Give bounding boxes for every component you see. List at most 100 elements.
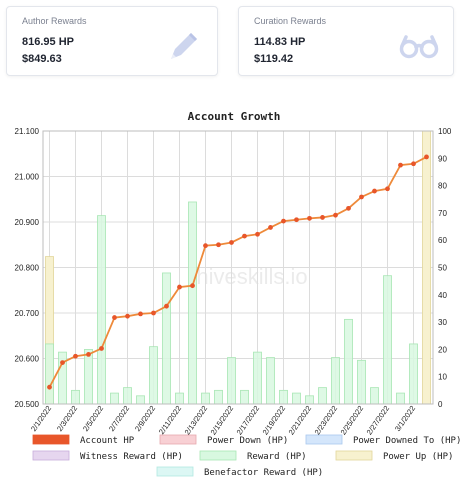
y-left-tick-label: 20.900 — [15, 218, 40, 227]
reward-bar — [136, 395, 145, 405]
reward-bar — [84, 348, 93, 405]
reward-bar — [214, 389, 223, 405]
account-hp-point — [73, 353, 78, 359]
reward-bar — [162, 272, 171, 405]
reward-bar — [188, 201, 197, 405]
chart-title: Account Growth — [188, 110, 281, 123]
curation-rewards-hp: 114.83 HP — [254, 36, 306, 48]
reward-bar — [266, 357, 275, 405]
legend-swatch — [335, 450, 373, 461]
chart-grid — [43, 130, 433, 405]
account-hp-point — [372, 188, 377, 194]
account-hp-point — [138, 311, 143, 317]
x-tick-label: 2/7/2022 — [107, 404, 131, 433]
y-left-tick-label: 20.600 — [15, 355, 40, 364]
author-rewards-card: Author Rewards 816.95 HP $849.63 — [6, 6, 218, 76]
account-growth-chart: Account Growth hiveskills.io 20.500 20.60… — [15, 110, 460, 478]
account-hp-point — [242, 233, 247, 239]
account-hp-point — [281, 218, 286, 224]
reward-bar — [279, 389, 288, 405]
reward-bar — [201, 392, 210, 405]
y-right-tick-label: 0 — [438, 400, 443, 409]
x-tick-label: 2/23/2022 — [313, 404, 340, 437]
legend-swatch — [32, 450, 70, 461]
account-hp-point — [268, 225, 273, 230]
account-hp-point — [112, 315, 117, 320]
legend-swatch — [32, 434, 70, 445]
y-right-tick-label: 100 — [438, 127, 452, 136]
y-right-tick-label: 90 — [438, 154, 447, 163]
legend-label: Power Up (HP) — [383, 452, 453, 462]
account-hp-point — [294, 217, 299, 223]
curation-rewards-card: Curation Rewards 114.83 HP $119.42 — [238, 6, 454, 76]
account-hp-point — [398, 162, 403, 168]
account-hp-point — [125, 313, 130, 319]
reward-bar — [370, 387, 379, 405]
legend-swatch — [156, 466, 194, 477]
legend-label: Benefactor Reward (HP) — [204, 468, 323, 478]
reward-bar — [253, 351, 262, 405]
author-rewards-title: Author Rewards — [22, 16, 87, 26]
account-hp-point — [99, 346, 104, 351]
y-left-tick-label: 21.100 — [15, 127, 40, 136]
legend-label: Power Down (HP) — [207, 436, 288, 446]
account-hp-point — [177, 284, 182, 290]
account-hp-point — [203, 243, 208, 249]
y-right-tick-label: 50 — [438, 264, 447, 273]
y-left-tick-label: 20.700 — [15, 309, 40, 318]
reward-bar — [45, 343, 54, 405]
pencil-icon — [171, 33, 197, 59]
reward-bar — [110, 392, 119, 405]
glasses-icon — [399, 35, 439, 59]
x-tick-label: 2/21/2022 — [287, 404, 314, 437]
x-tick-label: 3/1/2022 — [393, 404, 417, 433]
account-hp-point — [255, 231, 260, 237]
y-right-tick-label: 60 — [438, 236, 447, 245]
reward-bar — [71, 389, 80, 405]
y-right-tick-label: 30 — [438, 318, 447, 327]
reward-bar — [383, 275, 392, 405]
x-tick-label: 2/19/2022 — [261, 404, 288, 437]
reward-bar — [396, 392, 405, 405]
account-hp-point — [320, 215, 325, 220]
x-tick-label: 2/5/2022 — [81, 404, 105, 433]
reward-bar — [357, 359, 366, 405]
y-right-tick-label: 70 — [438, 209, 447, 218]
account-hp-point — [411, 161, 416, 167]
plot-border — [42, 130, 434, 405]
author-rewards-hp: 816.95 HP — [22, 36, 74, 48]
reward-bar — [305, 395, 314, 405]
y-right-tick-label: 20 — [438, 345, 447, 354]
account-hp-point — [385, 186, 390, 192]
account-hp-point — [359, 194, 364, 200]
reward-bar — [227, 357, 236, 405]
legend-label: Account HP — [80, 436, 135, 446]
curation-rewards-title: Curation Rewards — [254, 16, 327, 26]
legend-label: Power Downed To (HP) — [353, 436, 460, 446]
x-tick-label: 2/27/2022 — [365, 404, 392, 437]
reward-bar — [149, 346, 158, 405]
y-left-tick-label: 20.800 — [15, 264, 40, 273]
reward-bar — [58, 351, 67, 405]
reward-bar — [409, 343, 418, 405]
chart-bars — [45, 130, 431, 405]
account-hp-point — [164, 303, 169, 309]
account-hp-point — [333, 212, 338, 218]
x-tick-label: 2/13/2022 — [183, 404, 210, 437]
reward-bar — [240, 389, 249, 405]
account-hp-point — [424, 154, 429, 160]
curation-rewards-usd: $119.42 — [254, 53, 294, 65]
power-up-bar — [422, 130, 431, 405]
x-tick-label: 2/17/2022 — [235, 404, 262, 437]
chart-legend: Account HP Power Down (HP) Power Downed To… — [32, 434, 460, 478]
chart-line — [47, 154, 429, 390]
reward-bar — [331, 357, 340, 405]
legend-label: Witness Reward (HP) — [80, 452, 183, 462]
account-hp-point — [307, 215, 312, 221]
reward-bar — [97, 215, 106, 405]
account-hp-point — [60, 360, 65, 365]
account-hp-point — [151, 310, 156, 316]
account-hp-point — [86, 352, 91, 357]
x-tick-label: 2/11/2022 — [157, 404, 183, 436]
y-left-tick-label: 20.500 — [15, 400, 40, 409]
